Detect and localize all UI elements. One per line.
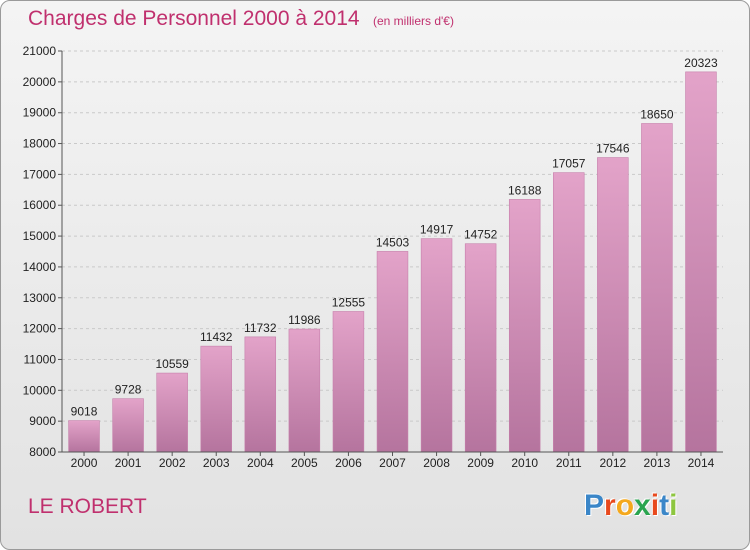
logo-letter: P [584, 489, 605, 522]
x-tick-label-2012: 2012 [599, 456, 626, 470]
y-tick-label: 15000 [23, 229, 57, 243]
commune-name: LE ROBERT [28, 495, 147, 518]
bar-2008 [420, 238, 453, 453]
x-tick-label-2010: 2010 [511, 456, 538, 470]
data-label-2006: 12555 [332, 295, 366, 309]
x-tick-label-2004: 2004 [247, 456, 274, 470]
y-tick-label: 8000 [29, 445, 56, 459]
data-label-2011: 17057 [552, 157, 586, 171]
bar-2006 [332, 311, 365, 453]
bar-2014 [685, 71, 717, 453]
y-tick-label: 20000 [23, 75, 57, 89]
bar-2001 [112, 398, 144, 453]
chart-subtitle: (en milliers d'€) [373, 14, 454, 28]
y-tick-label: 14000 [23, 260, 57, 274]
data-label-2005: 11986 [288, 313, 321, 327]
bar-2012 [597, 157, 629, 453]
bar-2013 [641, 123, 673, 453]
data-label-2008: 14917 [420, 223, 454, 237]
chart-title: Charges de Personnel 2000 à 2014 [28, 7, 360, 30]
logo-letter: t [659, 489, 670, 522]
y-tick-label: 18000 [23, 137, 57, 151]
bars [68, 71, 717, 453]
x-tick-label-2002: 2002 [159, 456, 186, 470]
data-label-2010: 16188 [508, 183, 542, 197]
data-label-2013: 18650 [640, 107, 674, 121]
data-labels: 9018 9728 10559 11432 11732 11986 12555 14503 14… [71, 56, 718, 419]
x-tick-label-2006: 2006 [335, 456, 362, 470]
data-label-2000: 9018 [71, 405, 98, 419]
bar-2010 [508, 199, 541, 453]
logo-letter: i [669, 489, 678, 522]
x-tick-label-2009: 2009 [467, 456, 494, 470]
x-tick-label-2005: 2005 [291, 456, 318, 470]
data-label-2014: 20323 [684, 56, 718, 70]
y-tick-label: 21000 [23, 44, 57, 58]
x-tick-label-2011: 2011 [556, 456, 582, 470]
x-tick-label-2007: 2007 [379, 456, 406, 470]
y-tick-label: 13000 [23, 291, 57, 305]
proxiti-logo: Proxiti [584, 489, 677, 523]
x-tick-label-2000: 2000 [71, 456, 98, 470]
data-label-2003: 11432 [200, 330, 233, 344]
data-label-2009: 14752 [464, 228, 498, 242]
data-label-2012: 17546 [596, 142, 630, 156]
data-label-2001: 9728 [115, 383, 142, 397]
bar-2003 [200, 345, 232, 453]
y-tick-label: 16000 [23, 198, 57, 212]
y-tick-label: 9000 [29, 414, 56, 428]
y-tick-label: 10000 [23, 383, 57, 397]
data-label-2007: 14503 [376, 235, 410, 249]
x-tick-label-2013: 2013 [644, 456, 671, 470]
y-tick-label: 19000 [23, 106, 57, 120]
data-label-2002: 10559 [155, 357, 189, 371]
logo-letter: o [615, 489, 635, 522]
bar-2007 [376, 251, 409, 453]
y-tick-label: 12000 [23, 322, 57, 336]
x-tick-label-2014: 2014 [688, 456, 715, 470]
bar-2009 [464, 243, 497, 453]
data-label-2004: 11732 [244, 321, 277, 335]
x-tick-label-2001: 2001 [115, 456, 142, 470]
x-tick-label-2003: 2003 [203, 456, 230, 470]
y-tick-label: 11000 [24, 352, 57, 366]
bar-2000 [68, 420, 100, 453]
bar-2005 [288, 328, 321, 453]
x-tick-label-2008: 2008 [423, 456, 450, 470]
logo-letter: i [650, 489, 660, 522]
axes: 8000 9000 10000 11000 12000 13000 14000 15000 16… [23, 44, 723, 470]
y-tick-label: 17000 [23, 167, 57, 181]
logo-letter: r [604, 489, 616, 522]
bar-2002 [156, 372, 188, 453]
logo-letter: x [634, 489, 651, 522]
bar-2011 [553, 172, 585, 453]
bar-2004 [244, 336, 277, 453]
